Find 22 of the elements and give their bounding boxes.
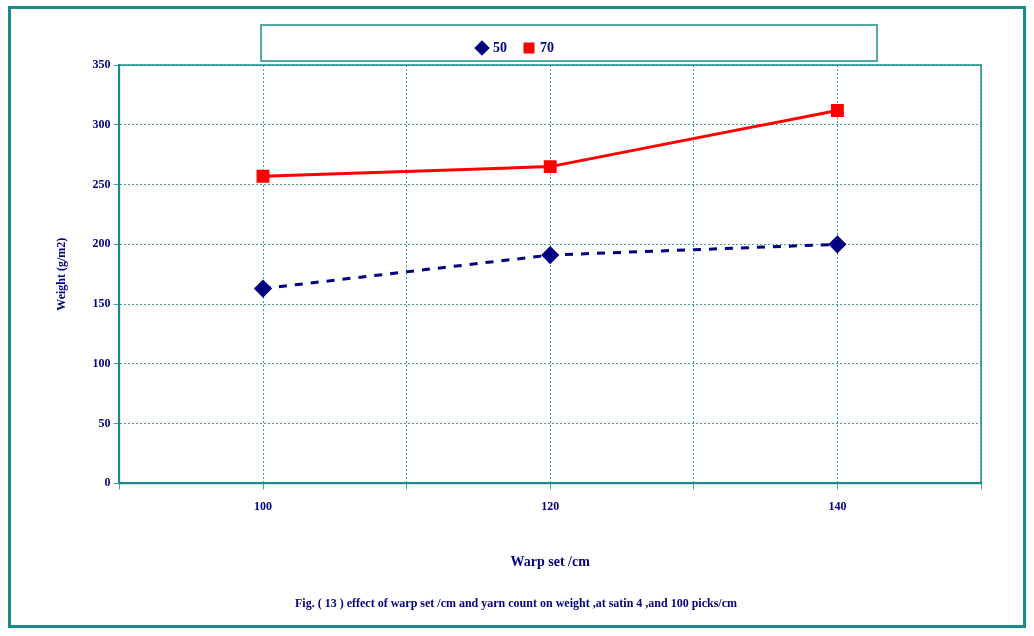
point bbox=[256, 169, 270, 183]
x-tick-label: 140 bbox=[828, 498, 847, 513]
x-tick-label: 120 bbox=[541, 498, 560, 513]
legend-label: 70 bbox=[540, 39, 554, 55]
point bbox=[254, 280, 272, 298]
point bbox=[830, 103, 844, 117]
point bbox=[541, 246, 559, 264]
text: Fig. ( 13 ) effect of warp set /cm and yarn count on weight ,at satin 4 ,and 100 picks/cm bbox=[295, 595, 737, 610]
y-tick-label: 350 bbox=[92, 57, 111, 72]
y-tick-label: 0 bbox=[104, 475, 111, 490]
y-tick-label: 50 bbox=[98, 415, 111, 430]
y-tick-label: 100 bbox=[92, 355, 111, 370]
y-tick-label: 200 bbox=[92, 236, 111, 251]
y-tick-label: 250 bbox=[92, 176, 111, 191]
point bbox=[543, 160, 557, 174]
x-axis-title: Warp set /cm bbox=[510, 553, 591, 569]
y-tick-label: 150 bbox=[92, 296, 111, 311]
y-tick-label: 300 bbox=[92, 116, 111, 131]
y-axis-title: Weight (g/m2) bbox=[54, 237, 69, 311]
legend-label: 50 bbox=[493, 39, 507, 55]
point bbox=[828, 235, 846, 253]
x-tick-label: 100 bbox=[254, 498, 272, 513]
